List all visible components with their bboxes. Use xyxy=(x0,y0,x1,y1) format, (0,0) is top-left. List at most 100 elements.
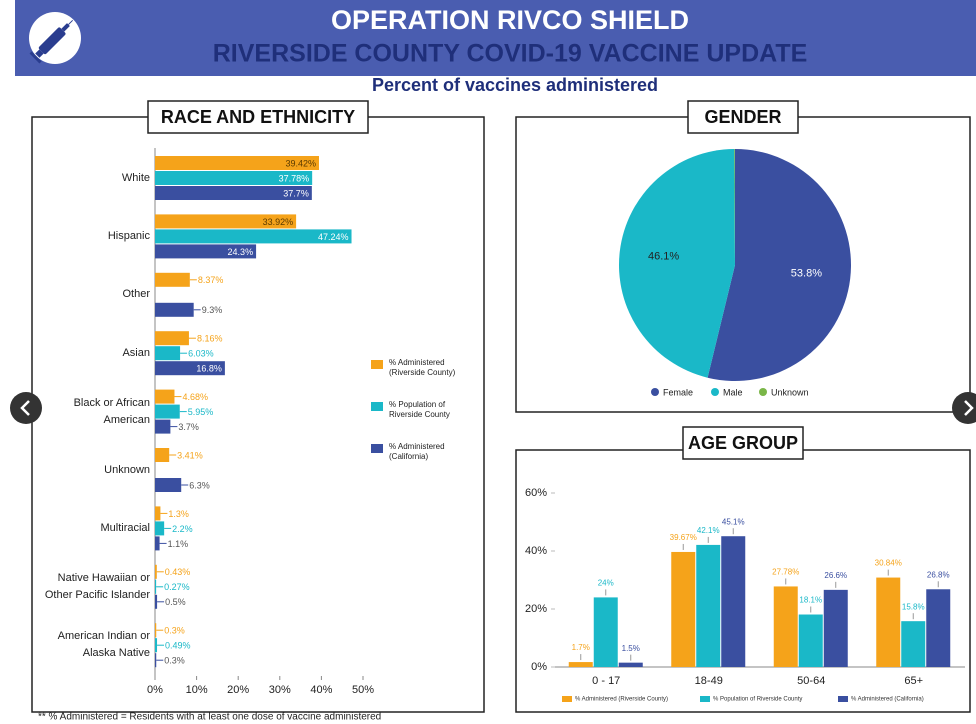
category-label: Asian xyxy=(122,346,150,359)
value-label: 33.92% xyxy=(263,217,294,227)
bar xyxy=(155,156,319,170)
pie-slice xyxy=(734,149,735,265)
header-caption: Percent of vaccines administered xyxy=(372,75,658,95)
bar xyxy=(155,331,189,346)
panel-title-box xyxy=(682,426,804,460)
value-label: 39.67% xyxy=(670,533,697,542)
panel-title-box xyxy=(147,100,369,134)
legend-label: % Population of Riverside County xyxy=(389,400,450,419)
value-label: 6.03% xyxy=(188,349,214,359)
value-label: 8.16% xyxy=(197,334,223,344)
bar xyxy=(155,623,157,638)
pie-slice xyxy=(618,149,735,378)
category-label: Unknown xyxy=(104,463,150,476)
category-label: Other xyxy=(122,288,150,301)
bar xyxy=(155,186,312,200)
y-tick-label: 20% xyxy=(525,603,547,615)
category-label: Black or African American xyxy=(73,396,150,426)
y-tick-label: 40% xyxy=(525,545,547,557)
value-label: 37.7% xyxy=(283,188,309,198)
value-label: 16.8% xyxy=(196,364,222,374)
x-tick-label: 40% xyxy=(310,684,332,696)
value-label: 0.49% xyxy=(165,641,191,651)
bar xyxy=(926,589,951,667)
bar xyxy=(155,506,161,521)
value-label: 3.41% xyxy=(177,450,203,460)
x-tick-label: 30% xyxy=(269,684,291,696)
bar xyxy=(155,346,181,361)
value-label: 39.42% xyxy=(285,158,316,168)
bar xyxy=(696,544,721,667)
syringe-icon xyxy=(29,12,81,64)
panel-title: AGE GROUP xyxy=(688,433,798,453)
category-label: Native Hawaiian or Other Pacific Islande… xyxy=(44,571,150,601)
legend-swatch xyxy=(759,388,767,396)
legend-swatch xyxy=(700,696,710,702)
bar xyxy=(155,229,352,244)
value-label: 46.1% xyxy=(648,251,679,263)
value-label: 26.8% xyxy=(927,570,950,579)
value-label: 26.6% xyxy=(824,571,847,580)
legend-label: % Administered (Riverside County) xyxy=(575,697,668,703)
bar xyxy=(876,577,901,667)
bar xyxy=(798,614,823,667)
panel-title: GENDER xyxy=(704,107,781,127)
legend-swatch xyxy=(371,402,383,411)
bar xyxy=(901,621,926,667)
header-title: OPERATION RIVCO SHIELD xyxy=(331,5,689,35)
legend-label: % Administered (California) xyxy=(851,697,924,703)
legend-label: % Population of Riverside County xyxy=(713,697,802,703)
category-label: American Indian or Alaska Native xyxy=(57,630,150,660)
legend-swatch xyxy=(562,696,572,702)
bar xyxy=(155,419,171,434)
bar xyxy=(155,361,225,376)
bar xyxy=(155,448,170,462)
bar xyxy=(593,597,618,667)
bar xyxy=(155,244,257,259)
value-label: 53.8% xyxy=(791,267,822,279)
legend-label: Female xyxy=(663,387,693,397)
header-subtitle: RIVERSIDE COUNTY COVID-19 VACCINE UPDATE xyxy=(213,40,808,68)
value-label: 37.78% xyxy=(279,173,310,183)
legend-swatch xyxy=(711,388,719,396)
value-label: 1.7% xyxy=(572,643,590,652)
bar xyxy=(671,551,696,667)
value-label: 0.3% xyxy=(164,656,185,666)
bar xyxy=(155,478,182,492)
bar xyxy=(773,586,798,667)
x-tick-label: 18-49 xyxy=(695,675,723,687)
category-label: White xyxy=(121,171,150,184)
legend-swatch xyxy=(371,360,383,369)
value-label: 27.78% xyxy=(772,568,799,577)
bar xyxy=(155,521,165,536)
x-tick-label: 50% xyxy=(352,684,374,696)
value-label: 1.3% xyxy=(168,509,189,519)
x-tick-label: 50-64 xyxy=(797,675,825,687)
value-label: 8.37% xyxy=(198,275,224,285)
value-label: 30.84% xyxy=(875,559,902,568)
value-label: 0.5% xyxy=(165,597,186,607)
legend-swatch xyxy=(838,696,848,702)
value-label: 0.3% xyxy=(164,626,185,636)
y-tick-label: 60% xyxy=(525,487,547,499)
y-tick-label: 0% xyxy=(531,661,547,673)
value-label: 9.3% xyxy=(202,305,223,315)
value-label: 1.5% xyxy=(622,644,640,653)
value-label: 5.95% xyxy=(188,407,214,417)
bar xyxy=(155,653,157,668)
legend-label: % Administered (Riverside County) xyxy=(389,358,456,377)
nav-next[interactable] xyxy=(952,392,976,424)
bar xyxy=(568,662,593,667)
value-label: 15.8% xyxy=(902,602,925,611)
nav-prev[interactable] xyxy=(10,392,42,424)
legend-swatch xyxy=(371,444,383,453)
bar xyxy=(155,404,180,419)
value-label: 2.2% xyxy=(172,524,193,534)
bar xyxy=(155,536,160,551)
bar xyxy=(155,389,175,404)
bar xyxy=(155,272,190,287)
value-label: 24% xyxy=(598,579,614,588)
x-tick-label: 10% xyxy=(186,684,208,696)
value-label: 4.68% xyxy=(182,392,208,402)
